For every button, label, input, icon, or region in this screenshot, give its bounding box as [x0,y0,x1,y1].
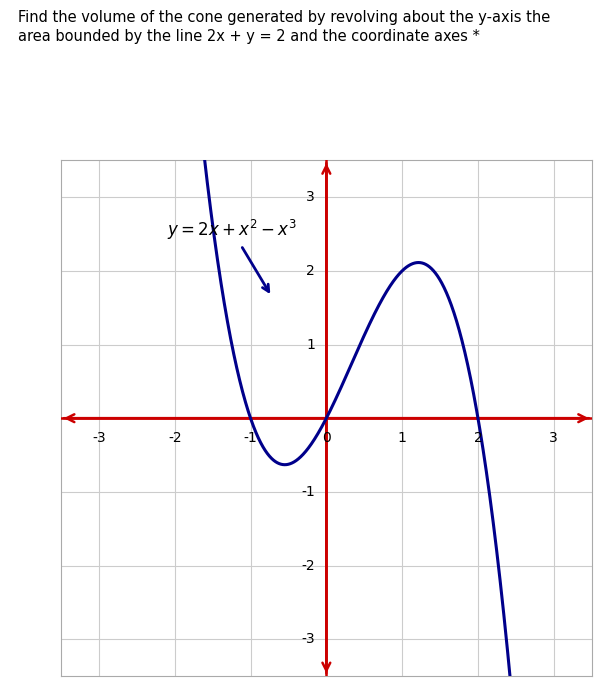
Text: -3: -3 [92,431,106,445]
Text: -1: -1 [243,431,257,445]
Text: -1: -1 [301,485,315,499]
Text: 3: 3 [550,431,558,445]
Text: -3: -3 [301,632,315,646]
Text: area bounded by the line 2x + y = 2 and the coordinate axes *: area bounded by the line 2x + y = 2 and … [18,29,480,45]
Text: 2: 2 [306,264,315,278]
Text: Find the volume of the cone generated by revolving about the y-axis the: Find the volume of the cone generated by… [18,10,551,26]
Text: $y = 2x + x^2 - x^3$: $y = 2x + x^2 - x^3$ [167,218,296,291]
Text: 1: 1 [306,337,315,351]
Text: 1: 1 [398,431,407,445]
Text: -2: -2 [301,558,315,572]
Text: 2: 2 [473,431,483,445]
Text: -2: -2 [168,431,182,445]
Text: 3: 3 [306,190,315,204]
Text: 0: 0 [322,431,331,445]
